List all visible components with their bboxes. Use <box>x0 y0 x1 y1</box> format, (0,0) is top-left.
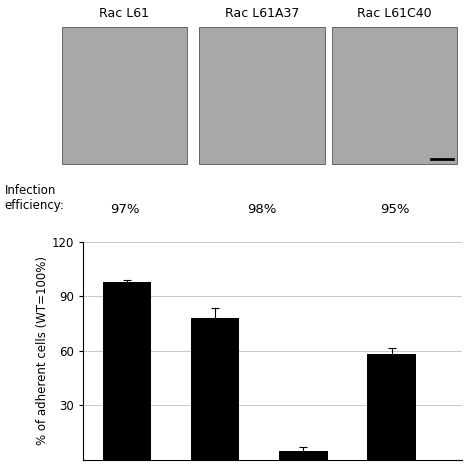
Y-axis label: % of adherent cells (WT=100%): % of adherent cells (WT=100%) <box>36 256 49 445</box>
FancyBboxPatch shape <box>332 27 457 164</box>
Text: Rac L61A37: Rac L61A37 <box>225 8 299 20</box>
Text: 95%: 95% <box>380 203 410 216</box>
Bar <box>103 282 151 460</box>
Text: 98%: 98% <box>247 203 276 216</box>
Text: Rac L61: Rac L61 <box>100 8 149 20</box>
Text: 97%: 97% <box>109 203 139 216</box>
Text: Infection
efficiency:: Infection efficiency: <box>5 183 64 211</box>
Bar <box>279 451 328 460</box>
Bar <box>191 318 239 460</box>
FancyBboxPatch shape <box>62 27 187 164</box>
FancyBboxPatch shape <box>199 27 325 164</box>
Bar <box>367 355 416 460</box>
Text: Rac L61C40: Rac L61C40 <box>357 8 432 20</box>
